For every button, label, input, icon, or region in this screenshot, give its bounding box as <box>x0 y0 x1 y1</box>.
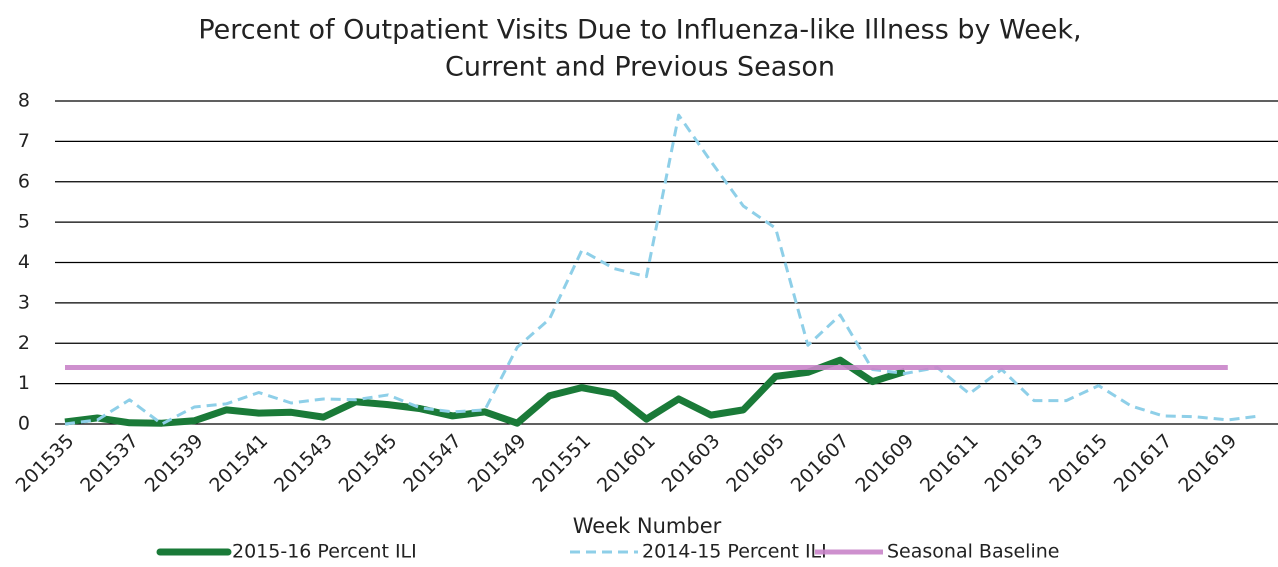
x-tick-label: 201609 <box>851 430 918 497</box>
y-tick-label: 6 <box>18 170 30 192</box>
legend-label: 2014-15 Percent ILI <box>642 541 827 563</box>
y-tick-label: 1 <box>18 372 30 394</box>
x-tick-label: 201545 <box>335 430 402 497</box>
x-tick-label: 201607 <box>787 430 854 497</box>
x-tick-label: 201539 <box>141 430 208 497</box>
y-tick-label: 0 <box>18 413 30 435</box>
x-tick-label: 201615 <box>1045 430 1112 497</box>
x-tick-label: 201617 <box>1110 430 1177 497</box>
series-line <box>64 113 1261 426</box>
y-tick-label: 3 <box>18 291 30 313</box>
x-tick-label: 201541 <box>205 430 272 497</box>
y-tick-label: 5 <box>18 211 30 233</box>
y-tick-label: 7 <box>18 130 30 152</box>
legend-label: Seasonal Baseline <box>887 541 1059 563</box>
x-tick-label: 201605 <box>722 430 789 497</box>
series-line <box>64 356 906 427</box>
x-tick-label: 201549 <box>464 430 531 497</box>
y-tick-label: 4 <box>18 251 30 273</box>
x-tick-label: 201601 <box>593 430 660 497</box>
x-tick-label: 201537 <box>76 430 143 497</box>
x-tick-label: 201551 <box>528 430 595 497</box>
chart-title: Current and Previous Season <box>445 52 835 83</box>
x-tick-label: 201613 <box>981 430 1048 497</box>
x-tick-label: 201611 <box>916 430 983 497</box>
x-tick-label: 201603 <box>658 430 725 497</box>
chart-title: Percent of Outpatient Visits Due to Infl… <box>198 15 1081 46</box>
x-tick-label: 201535 <box>12 430 79 497</box>
y-tick-label: 2 <box>18 332 30 354</box>
legend-label: 2015-16 Percent ILI <box>232 541 417 563</box>
x-tick-label: 201543 <box>270 430 337 497</box>
y-tick-label: 8 <box>18 90 30 112</box>
x-axis-label: Week Number <box>573 514 722 538</box>
x-tick-label: 201547 <box>399 430 466 497</box>
x-tick-label: 201619 <box>1174 430 1241 497</box>
